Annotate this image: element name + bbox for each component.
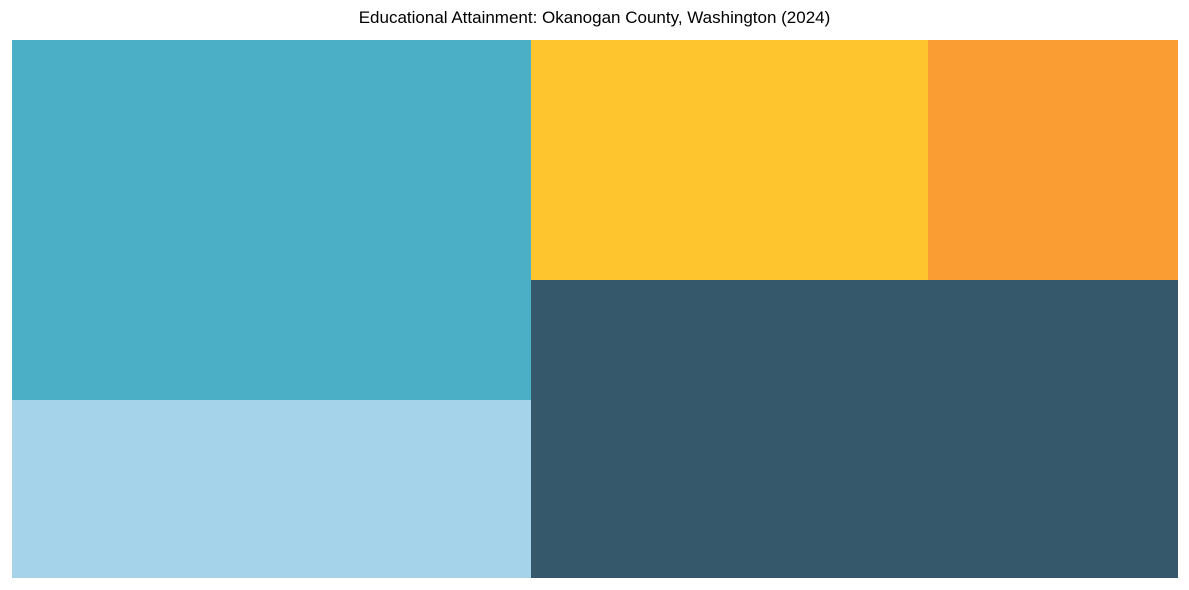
treemap-tile-orange[interactable] bbox=[928, 40, 1178, 280]
treemap-tile-light-blue[interactable] bbox=[12, 400, 531, 578]
treemap bbox=[12, 40, 1178, 578]
treemap-tile-teal[interactable] bbox=[12, 40, 531, 400]
treemap-tile-yellow[interactable] bbox=[531, 40, 928, 280]
chart-title: Educational Attainment: Okanogan County,… bbox=[358, 8, 831, 27]
treemap-tile-dark-slate[interactable] bbox=[531, 280, 1178, 578]
